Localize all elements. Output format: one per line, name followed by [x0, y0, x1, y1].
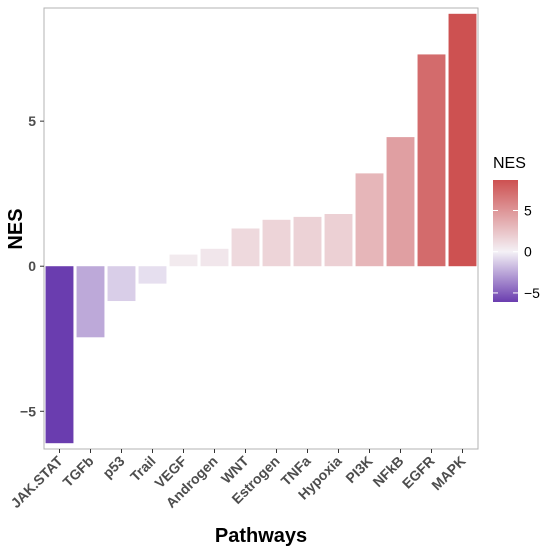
bar-vegf [169, 254, 198, 267]
x-tick-label: NFkB [369, 453, 406, 490]
y-tick-label: −5 [20, 403, 36, 419]
bar-p53 [107, 266, 136, 302]
bar-tgfb [76, 266, 105, 338]
bar-nfkb [386, 137, 415, 267]
legend-title: NES [493, 155, 526, 172]
bar-trail [138, 266, 167, 284]
legend-ticks: −5 0 5 [493, 203, 540, 301]
legend-tick-label: −5 [524, 285, 540, 301]
y-axis: −5 0 5 [20, 113, 44, 419]
legend: NES −5 0 5 [493, 155, 540, 302]
x-tick-label: JAK.STAT [7, 452, 66, 511]
y-axis-title: NES [5, 208, 27, 249]
y-tick-label: 0 [28, 258, 36, 274]
bars [45, 13, 477, 444]
bar-wnt [231, 228, 260, 267]
legend-tick-label: 0 [524, 244, 532, 260]
legend-tick-label: 5 [524, 203, 532, 219]
bar-androgen [200, 248, 229, 267]
x-axis-title: Pathways [215, 525, 307, 547]
bar-egfr [417, 54, 446, 267]
x-tick-label: MAPK [428, 453, 468, 493]
x-tick-label: p53 [99, 453, 128, 482]
bar-estrogen [262, 219, 291, 267]
bar-mapk [448, 13, 477, 267]
bar-tnfa [293, 216, 322, 267]
legend-colorbar [493, 180, 518, 302]
bar-jak-stat [45, 266, 74, 444]
bar-pi3k [355, 173, 384, 267]
bar-hypoxia [324, 213, 353, 267]
y-tick-label: 5 [28, 113, 36, 129]
x-tick-label: TGFb [59, 453, 96, 490]
